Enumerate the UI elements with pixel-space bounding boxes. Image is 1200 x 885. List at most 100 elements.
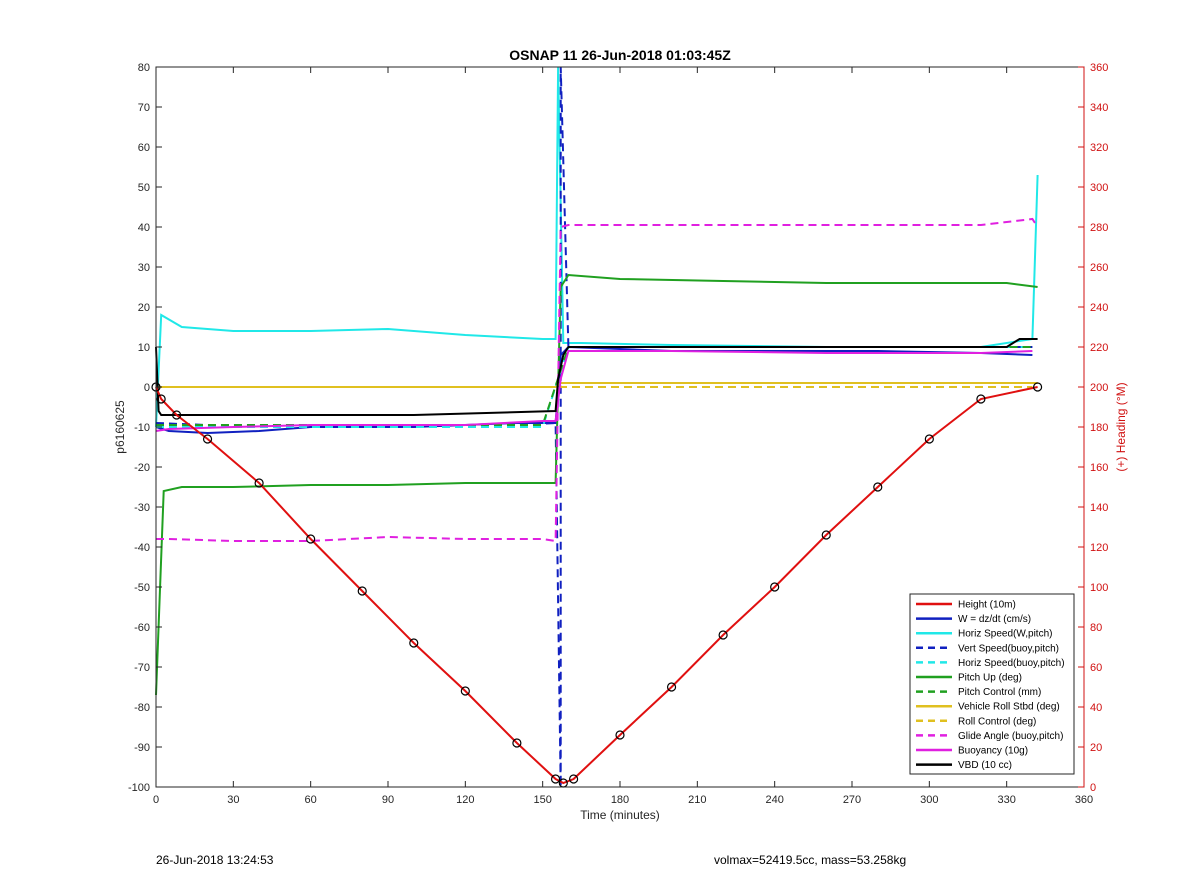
series-line-11 xyxy=(155,350,1033,432)
series-line-7 xyxy=(156,346,1033,426)
footer-volmax-mass: volmax=52419.5cc, mass=53.258kg xyxy=(714,853,907,867)
y2-axis-label: (+) Heading (°M) xyxy=(1114,382,1128,471)
y-tick-label: -30 xyxy=(134,502,150,514)
y-tick-label: 20 xyxy=(138,302,150,314)
height-marker xyxy=(409,638,419,648)
height-marker xyxy=(550,774,561,784)
x-tick-label: 180 xyxy=(611,794,629,806)
y-axis-right: 3603403203002802602402202001801601401201… xyxy=(1078,62,1108,794)
height-marker xyxy=(306,534,316,544)
y2-tick-label: 240 xyxy=(1090,302,1108,314)
y2-tick-label: 300 xyxy=(1090,182,1108,194)
y2-tick-label: 120 xyxy=(1090,542,1108,554)
legend-label: Vehicle Roll Stbd (deg) xyxy=(958,702,1060,713)
height-marker xyxy=(666,682,677,692)
height-marker xyxy=(615,730,625,740)
x-tick-label: 360 xyxy=(1075,794,1093,806)
x-tick-label: 270 xyxy=(843,794,861,806)
legend-label: Vert Speed(buoy,pitch) xyxy=(958,643,1059,654)
y2-tick-label: 0 xyxy=(1090,782,1096,794)
y2-tick-label: 340 xyxy=(1090,102,1108,114)
legend-box xyxy=(909,593,1075,775)
y2-tick-label: 100 xyxy=(1090,582,1108,594)
y-tick-label: 80 xyxy=(138,62,150,74)
legend: Height (10m) W = dz/dt (cm/s) Horiz Speed(… xyxy=(909,593,1075,775)
series-line-12 xyxy=(155,338,1038,416)
y-tick-label: 0 xyxy=(144,382,150,394)
legend-label: W = dz/dt (cm/s) xyxy=(958,614,1031,625)
x-tick-label: 90 xyxy=(382,794,394,806)
height-marker xyxy=(821,530,831,540)
x-tick-label: 240 xyxy=(765,794,783,806)
y2-tick-label: 220 xyxy=(1090,342,1108,354)
y-tick-label: 50 xyxy=(138,182,150,194)
height-marker xyxy=(254,478,264,488)
legend-label: Buoyancy (10g) xyxy=(958,746,1028,757)
height-marker xyxy=(924,434,934,444)
height-marker xyxy=(568,774,579,784)
x-axis-label: Time (minutes) xyxy=(580,808,660,822)
legend-label: Pitch Control (mm) xyxy=(958,687,1041,698)
height-marker xyxy=(1032,382,1043,392)
x-tick-label: 210 xyxy=(688,794,706,806)
x-tick-label: 330 xyxy=(997,794,1015,806)
y2-tick-label: 360 xyxy=(1090,62,1108,74)
y2-tick-label: 60 xyxy=(1090,662,1102,674)
y-tick-label: -10 xyxy=(134,422,150,434)
height-marker xyxy=(873,482,883,492)
y-tick-label: -100 xyxy=(128,782,150,794)
y-tick-label: -60 xyxy=(134,622,150,634)
y2-tick-label: 180 xyxy=(1090,422,1108,434)
legend-label: Height (10m) xyxy=(958,600,1016,611)
y2-tick-label: 20 xyxy=(1090,742,1102,754)
legend-label: VBD (10 cc) xyxy=(958,760,1012,771)
chart-title: OSNAP 11 26-Jun-2018 01:03:45Z xyxy=(509,47,731,63)
x-tick-label: 60 xyxy=(305,794,317,806)
series-line-6 xyxy=(155,273,1038,696)
legend-label: Glide Angle (buoy,pitch) xyxy=(958,731,1063,742)
y2-tick-label: 260 xyxy=(1090,262,1108,274)
x-tick-label: 0 xyxy=(153,794,159,806)
height-marker xyxy=(770,582,780,592)
series-line-10 xyxy=(156,217,1039,543)
y-tick-label: -50 xyxy=(134,582,150,594)
x-tick-label: 30 xyxy=(227,794,239,806)
y-tick-label: 40 xyxy=(138,222,150,234)
y2-tick-label: 320 xyxy=(1090,142,1108,154)
x-axis: 0 30 60 90 120 150 180 210 240 270 300 330 360 xyxy=(153,67,1093,806)
y-tick-label: 30 xyxy=(138,262,150,274)
y-tick-label: -40 xyxy=(134,542,150,554)
y2-tick-label: 80 xyxy=(1090,622,1102,634)
y-axis-label: p6160625 xyxy=(113,400,127,454)
legend-label: Horiz Speed(W,pitch) xyxy=(958,629,1052,640)
series-line-3 xyxy=(155,66,1039,428)
height-marker xyxy=(512,738,522,748)
height-marker xyxy=(357,586,367,596)
y-tick-label: 10 xyxy=(138,342,150,354)
plot-area xyxy=(151,66,1043,788)
y-axis-left: 80 70 60 50 40 30 20 10 0 -10 -20 -30 -40 -50 -60 -70 -8… xyxy=(128,62,162,794)
footer-timestamp: 26-Jun-2018 13:24:53 xyxy=(156,853,274,867)
height-marker xyxy=(718,630,728,640)
y2-tick-label: 280 xyxy=(1090,222,1108,234)
height-marker xyxy=(202,434,213,444)
legend-label: Pitch Up (deg) xyxy=(958,673,1022,684)
y-tick-label: -90 xyxy=(134,742,150,754)
y2-tick-label: 140 xyxy=(1090,502,1108,514)
y-tick-label: -80 xyxy=(134,702,150,714)
y2-tick-label: 200 xyxy=(1090,382,1108,394)
x-tick-label: 300 xyxy=(920,794,938,806)
height-marker xyxy=(460,686,470,696)
y-tick-label: 70 xyxy=(138,102,150,114)
height-marker xyxy=(172,410,182,420)
height-marker xyxy=(976,394,986,404)
legend-label: Roll Control (deg) xyxy=(958,716,1036,727)
height-marker xyxy=(156,394,166,404)
y-tick-label: 60 xyxy=(138,142,150,154)
series-line-2 xyxy=(155,345,1033,435)
series-line-1 xyxy=(155,386,1038,785)
y2-tick-label: 40 xyxy=(1090,702,1102,714)
x-tick-label: 150 xyxy=(533,794,551,806)
legend-label: Horiz Speed(buoy,pitch) xyxy=(958,658,1065,669)
